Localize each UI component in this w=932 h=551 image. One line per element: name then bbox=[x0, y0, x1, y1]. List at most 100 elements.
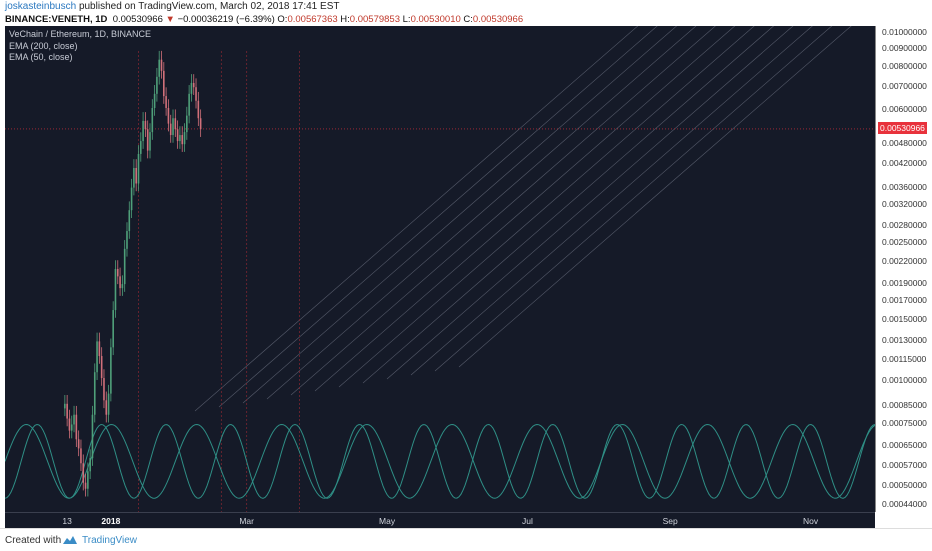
time-tick-label: 2018 bbox=[101, 516, 121, 526]
high-value: 0.00579853 bbox=[349, 14, 400, 25]
candle-body bbox=[123, 248, 126, 285]
price-tick-label: 0.00600000 bbox=[882, 104, 927, 115]
channel-line bbox=[434, 26, 833, 372]
candle-body bbox=[167, 107, 170, 124]
candle-body bbox=[149, 132, 151, 151]
price-axis[interactable]: 0.00530966 0.01000000 0.00900000 0.0080000… bbox=[875, 26, 932, 512]
candle-body bbox=[73, 414, 75, 425]
candle-body bbox=[64, 403, 66, 409]
price-tick-label: 0.00057000 bbox=[882, 459, 927, 470]
chart-legend: VeChain / Ethereum, 1D, BINANCE EMA (200… bbox=[9, 29, 151, 64]
candle-body bbox=[87, 471, 89, 489]
price-tick-label: 0.00190000 bbox=[882, 278, 927, 289]
candle-body bbox=[91, 414, 94, 459]
channel-line bbox=[410, 26, 813, 376]
author-link[interactable]: joskasteinbusch bbox=[5, 1, 77, 12]
candle-body bbox=[68, 418, 71, 431]
triangle-down-icon: ▼ bbox=[165, 14, 175, 25]
price-tick-label: 0.00480000 bbox=[882, 138, 927, 149]
candle-body bbox=[112, 310, 114, 348]
candle-body bbox=[93, 372, 96, 415]
candle-body bbox=[153, 93, 156, 108]
price-tick-label: 0.00800000 bbox=[882, 61, 927, 72]
candle-body bbox=[135, 167, 137, 184]
close-value: 0.00530966 bbox=[472, 14, 524, 25]
low-value: 0.00530010 bbox=[410, 14, 461, 25]
sine-cycle-line bbox=[5, 423, 875, 499]
candle-body bbox=[197, 100, 200, 119]
price-tick-label: 0.00250000 bbox=[882, 236, 927, 247]
channel-line bbox=[266, 26, 697, 400]
sine-cycle-line bbox=[5, 423, 875, 499]
channel-line bbox=[290, 26, 716, 396]
created-with-text: Created with bbox=[5, 535, 62, 546]
time-axis[interactable]: 13 2018 Mar May Jul Sep Nov bbox=[5, 512, 875, 529]
chart-pane[interactable]: VeChain / Ethereum, 1D, BINANCE EMA (200… bbox=[5, 26, 875, 512]
candle-body bbox=[163, 70, 165, 97]
channel-line bbox=[218, 26, 658, 408]
candle-body bbox=[75, 414, 78, 440]
candle-body bbox=[165, 96, 167, 108]
candle-body bbox=[169, 123, 172, 136]
candle-body bbox=[190, 82, 193, 94]
channel-line bbox=[314, 26, 736, 392]
open-label: O: bbox=[277, 14, 288, 25]
price-tick-label: 0.01000000 bbox=[882, 27, 927, 38]
price-tick-label: 0.00050000 bbox=[882, 479, 927, 490]
legend-ema200[interactable]: EMA (200, close) bbox=[9, 40, 78, 51]
candle-body bbox=[176, 129, 179, 142]
candle-body bbox=[84, 482, 87, 489]
candle-body bbox=[80, 448, 82, 464]
channel-line bbox=[362, 26, 775, 384]
legend-ema50[interactable]: EMA (50, close) bbox=[9, 52, 73, 62]
symbol-label: BINANCE:VENETH, 1D bbox=[5, 14, 108, 25]
candle-body bbox=[137, 153, 140, 184]
candle-body bbox=[174, 118, 177, 130]
open-value: 0.00567363 bbox=[287, 14, 338, 25]
price-tick-label: 0.00115000 bbox=[882, 353, 927, 364]
low-label: L: bbox=[402, 14, 411, 25]
candle-body bbox=[183, 132, 186, 145]
candle-body bbox=[121, 284, 124, 289]
candle-body bbox=[107, 393, 110, 415]
tradingview-cloud-icon bbox=[63, 536, 77, 544]
candle-body bbox=[70, 424, 73, 431]
channel-line bbox=[242, 26, 678, 404]
last-price: 0.00530966 bbox=[112, 14, 163, 25]
legend-title: VeChain / Ethereum, 1D, BINANCE bbox=[9, 29, 152, 39]
price-tick-label: 0.00360000 bbox=[882, 181, 927, 192]
ohlc-line: BINANCE:VENETH, 1D 0.00530966 ▼ −0.00036… bbox=[5, 14, 523, 25]
brand-name[interactable]: TradingView bbox=[82, 535, 138, 546]
candle-body bbox=[126, 231, 128, 249]
candle-body bbox=[151, 107, 154, 133]
chart-canvas[interactable] bbox=[5, 26, 875, 512]
candle-body bbox=[199, 118, 202, 130]
price-tick-label: 0.00700000 bbox=[882, 81, 927, 92]
candle-body bbox=[133, 167, 135, 188]
time-tick-label: Sep bbox=[662, 516, 678, 526]
price-tick-label: 0.00065000 bbox=[882, 440, 927, 451]
price-tick-label: 0.00280000 bbox=[882, 219, 927, 230]
candle-body bbox=[186, 115, 188, 133]
candle-body bbox=[156, 76, 158, 94]
price-change: −0.00036219 (−6.39%) bbox=[177, 14, 275, 25]
candle-body bbox=[146, 129, 149, 151]
price-tick-label: 0.00170000 bbox=[882, 294, 927, 305]
price-tick-label: 0.00085000 bbox=[882, 399, 927, 410]
candle-body bbox=[89, 458, 91, 472]
candle-body bbox=[128, 210, 131, 232]
time-tick-label: 13 bbox=[62, 516, 72, 526]
channel-line bbox=[194, 26, 639, 412]
price-tick-label: 0.00100000 bbox=[882, 375, 927, 386]
channel-line bbox=[338, 26, 755, 388]
candle-body bbox=[188, 93, 190, 116]
candle-body bbox=[110, 347, 112, 394]
close-label: C: bbox=[463, 14, 473, 25]
candle-body bbox=[98, 341, 101, 357]
candle-body bbox=[96, 341, 98, 373]
candle-body bbox=[82, 463, 85, 483]
candle-body bbox=[181, 135, 184, 145]
price-tick-label: 0.00220000 bbox=[882, 255, 927, 266]
price-tick-label: 0.00420000 bbox=[882, 158, 927, 169]
candle-body bbox=[158, 59, 161, 77]
